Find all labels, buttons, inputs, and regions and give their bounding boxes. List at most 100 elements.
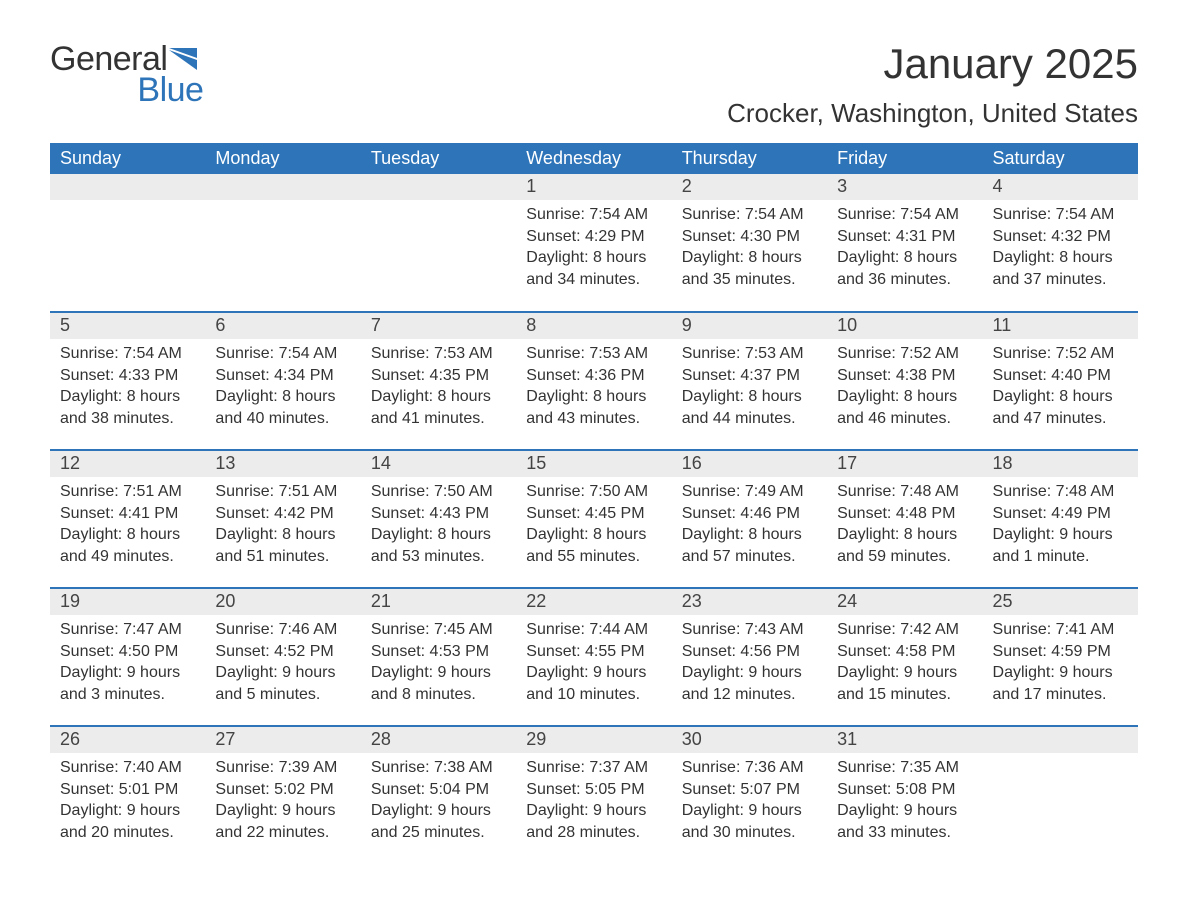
day-d1: Daylight: 9 hours — [371, 662, 506, 684]
day-sunset: Sunset: 4:40 PM — [993, 365, 1128, 387]
day-sunset: Sunset: 5:04 PM — [371, 779, 506, 801]
calendar-cell: 21Sunrise: 7:45 AMSunset: 4:53 PMDayligh… — [361, 588, 516, 726]
calendar-cell: 15Sunrise: 7:50 AMSunset: 4:45 PMDayligh… — [516, 450, 671, 588]
day-d2: and 15 minutes. — [837, 684, 972, 706]
title-block: January 2025 Crocker, Washington, United… — [727, 40, 1138, 137]
day-body: Sunrise: 7:46 AMSunset: 4:52 PMDaylight:… — [205, 615, 360, 711]
day-sunset: Sunset: 4:58 PM — [837, 641, 972, 663]
calendar-cell: 20Sunrise: 7:46 AMSunset: 4:52 PMDayligh… — [205, 588, 360, 726]
day-number-empty — [983, 727, 1138, 753]
day-body: Sunrise: 7:40 AMSunset: 5:01 PMDaylight:… — [50, 753, 205, 849]
day-sunset: Sunset: 4:29 PM — [526, 226, 661, 248]
day-number-empty — [50, 174, 205, 200]
day-number: 19 — [50, 589, 205, 615]
day-d1: Daylight: 9 hours — [215, 662, 350, 684]
calendar-cell — [205, 174, 360, 312]
day-d2: and 37 minutes. — [993, 269, 1128, 291]
logo-word2: Blue — [137, 71, 203, 109]
day-d1: Daylight: 9 hours — [526, 662, 661, 684]
day-body: Sunrise: 7:53 AMSunset: 4:37 PMDaylight:… — [672, 339, 827, 435]
day-sunrise: Sunrise: 7:52 AM — [837, 343, 972, 365]
day-sunrise: Sunrise: 7:49 AM — [682, 481, 817, 503]
day-number: 30 — [672, 727, 827, 753]
day-sunset: Sunset: 4:53 PM — [371, 641, 506, 663]
day-sunset: Sunset: 4:42 PM — [215, 503, 350, 525]
day-sunset: Sunset: 4:43 PM — [371, 503, 506, 525]
day-number: 4 — [983, 174, 1138, 200]
day-d2: and 49 minutes. — [60, 546, 195, 568]
calendar-cell: 6Sunrise: 7:54 AMSunset: 4:34 PMDaylight… — [205, 312, 360, 450]
day-d1: Daylight: 8 hours — [682, 247, 817, 269]
day-sunset: Sunset: 4:35 PM — [371, 365, 506, 387]
day-sunset: Sunset: 4:32 PM — [993, 226, 1128, 248]
calendar-cell — [361, 174, 516, 312]
calendar-cell: 16Sunrise: 7:49 AMSunset: 4:46 PMDayligh… — [672, 450, 827, 588]
day-number: 24 — [827, 589, 982, 615]
day-sunset: Sunset: 5:08 PM — [837, 779, 972, 801]
day-number: 26 — [50, 727, 205, 753]
day-sunrise: Sunrise: 7:54 AM — [682, 204, 817, 226]
day-number: 16 — [672, 451, 827, 477]
day-sunset: Sunset: 4:38 PM — [837, 365, 972, 387]
calendar-cell: 19Sunrise: 7:47 AMSunset: 4:50 PMDayligh… — [50, 588, 205, 726]
day-number: 11 — [983, 313, 1138, 339]
day-number: 15 — [516, 451, 671, 477]
day-number: 27 — [205, 727, 360, 753]
day-body: Sunrise: 7:54 AMSunset: 4:29 PMDaylight:… — [516, 200, 671, 296]
day-d1: Daylight: 8 hours — [526, 386, 661, 408]
day-sunrise: Sunrise: 7:54 AM — [60, 343, 195, 365]
calendar-cell: 30Sunrise: 7:36 AMSunset: 5:07 PMDayligh… — [672, 726, 827, 864]
day-number: 3 — [827, 174, 982, 200]
calendar-cell: 22Sunrise: 7:44 AMSunset: 4:55 PMDayligh… — [516, 588, 671, 726]
day-number: 25 — [983, 589, 1138, 615]
day-body: Sunrise: 7:44 AMSunset: 4:55 PMDaylight:… — [516, 615, 671, 711]
day-sunrise: Sunrise: 7:41 AM — [993, 619, 1128, 641]
day-d1: Daylight: 9 hours — [682, 800, 817, 822]
day-body: Sunrise: 7:50 AMSunset: 4:43 PMDaylight:… — [361, 477, 516, 573]
day-sunrise: Sunrise: 7:46 AM — [215, 619, 350, 641]
day-sunset: Sunset: 4:34 PM — [215, 365, 350, 387]
day-d2: and 25 minutes. — [371, 822, 506, 844]
day-sunrise: Sunrise: 7:42 AM — [837, 619, 972, 641]
day-body: Sunrise: 7:51 AMSunset: 4:41 PMDaylight:… — [50, 477, 205, 573]
day-number: 8 — [516, 313, 671, 339]
day-sunrise: Sunrise: 7:54 AM — [993, 204, 1128, 226]
day-d2: and 33 minutes. — [837, 822, 972, 844]
day-d1: Daylight: 9 hours — [215, 800, 350, 822]
day-d1: Daylight: 8 hours — [682, 524, 817, 546]
day-d1: Daylight: 8 hours — [682, 386, 817, 408]
day-sunset: Sunset: 4:48 PM — [837, 503, 972, 525]
day-d1: Daylight: 8 hours — [60, 386, 195, 408]
day-body: Sunrise: 7:54 AMSunset: 4:31 PMDaylight:… — [827, 200, 982, 296]
day-d1: Daylight: 8 hours — [993, 386, 1128, 408]
calendar-cell: 17Sunrise: 7:48 AMSunset: 4:48 PMDayligh… — [827, 450, 982, 588]
day-d2: and 44 minutes. — [682, 408, 817, 430]
day-sunrise: Sunrise: 7:50 AM — [526, 481, 661, 503]
day-d1: Daylight: 8 hours — [837, 524, 972, 546]
day-number: 22 — [516, 589, 671, 615]
weekday-header: Wednesday — [516, 143, 671, 174]
day-sunset: Sunset: 4:37 PM — [682, 365, 817, 387]
day-body: Sunrise: 7:54 AMSunset: 4:30 PMDaylight:… — [672, 200, 827, 296]
day-d1: Daylight: 8 hours — [371, 386, 506, 408]
day-body: Sunrise: 7:47 AMSunset: 4:50 PMDaylight:… — [50, 615, 205, 711]
day-d1: Daylight: 8 hours — [371, 524, 506, 546]
day-body: Sunrise: 7:43 AMSunset: 4:56 PMDaylight:… — [672, 615, 827, 711]
day-number: 1 — [516, 174, 671, 200]
day-sunset: Sunset: 4:52 PM — [215, 641, 350, 663]
day-number: 20 — [205, 589, 360, 615]
day-sunrise: Sunrise: 7:53 AM — [371, 343, 506, 365]
day-sunrise: Sunrise: 7:38 AM — [371, 757, 506, 779]
day-sunrise: Sunrise: 7:35 AM — [837, 757, 972, 779]
day-number: 12 — [50, 451, 205, 477]
day-sunset: Sunset: 4:45 PM — [526, 503, 661, 525]
calendar-cell — [983, 726, 1138, 864]
day-d2: and 38 minutes. — [60, 408, 195, 430]
day-body: Sunrise: 7:54 AMSunset: 4:33 PMDaylight:… — [50, 339, 205, 435]
day-d2: and 41 minutes. — [371, 408, 506, 430]
calendar-cell — [50, 174, 205, 312]
day-number: 7 — [361, 313, 516, 339]
weekday-header: Friday — [827, 143, 982, 174]
day-d2: and 10 minutes. — [526, 684, 661, 706]
calendar-cell: 3Sunrise: 7:54 AMSunset: 4:31 PMDaylight… — [827, 174, 982, 312]
